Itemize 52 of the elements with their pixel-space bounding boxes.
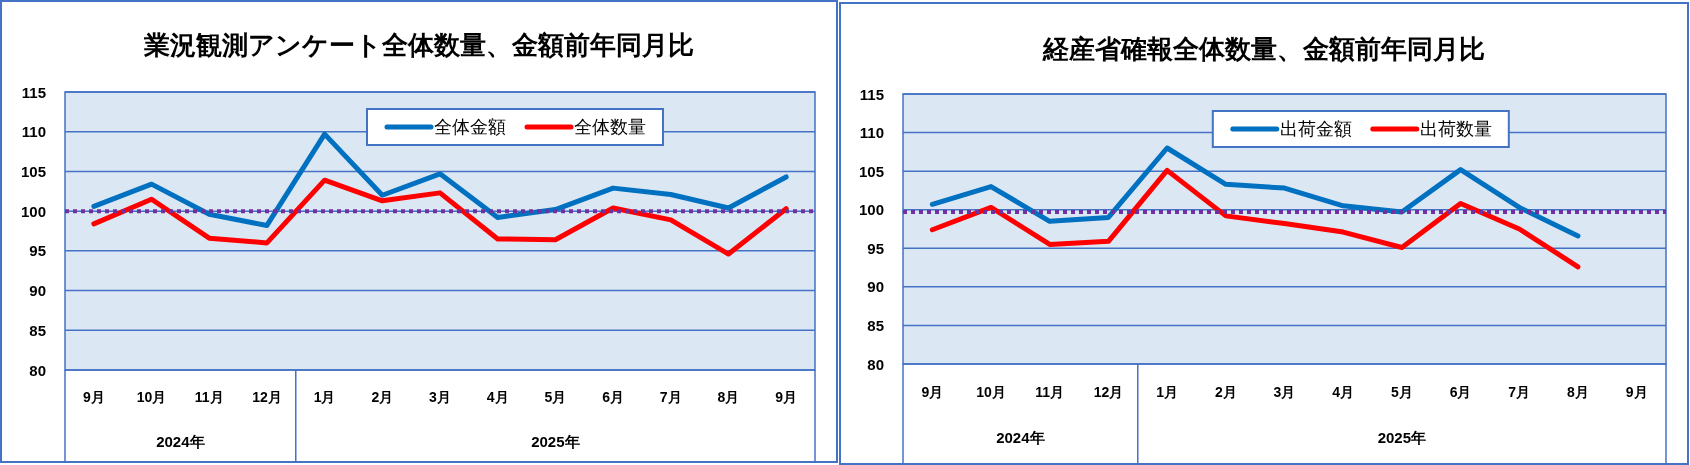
xtick: 4月 (486, 389, 509, 405)
group-label: 2025年 (531, 432, 580, 450)
xtick: 1月 (313, 389, 336, 405)
title: 経産省確報全体数量、金額前年同月比 (1043, 34, 1485, 64)
title: 業況観測アンケート全体数量、金額前年同月比 (144, 30, 694, 60)
ytick: 110 (21, 123, 46, 141)
ytick: 80 (29, 361, 46, 379)
ytick: 100 (20, 202, 46, 220)
xtick: 9月 (1625, 384, 1648, 400)
legend-label: 出荷数量 (1419, 119, 1492, 139)
xtick: 8月 (717, 389, 740, 405)
legend-label: 出荷金額 (1279, 119, 1352, 139)
legend-label: 全体数量 (574, 117, 646, 137)
ytick: 105 (20, 162, 46, 180)
xtick: 6月 (1449, 384, 1472, 400)
xtick: 7月 (659, 389, 682, 405)
ytick: 115 (21, 83, 46, 101)
xtick: 6月 (602, 389, 624, 405)
xtick: 9月 (82, 389, 105, 405)
ytick: 90 (29, 282, 46, 300)
ytick: 85 (29, 321, 46, 339)
xtick: 2月 (371, 389, 394, 405)
xtick: 10月 (136, 389, 167, 405)
xtick: 8月 (1567, 384, 1589, 400)
ytick: 115 (859, 85, 884, 103)
ytick: 110 (859, 124, 884, 142)
group-label: 2024年 (996, 428, 1045, 446)
ytick: 95 (867, 239, 884, 257)
group-label: 2024年 (156, 432, 205, 450)
xtick: 3月 (429, 389, 451, 405)
xtick: 11月 (194, 389, 224, 405)
xtick: 5月 (544, 389, 567, 405)
xtick: 2月 (1214, 384, 1237, 400)
ytick: 80 (867, 355, 884, 373)
ytick: 85 (867, 316, 884, 334)
xtick: 12月 (1093, 384, 1124, 400)
ytick: 90 (867, 278, 884, 296)
xtick: 5月 (1391, 384, 1413, 400)
xtick: 9月 (921, 384, 944, 400)
xtick: 4月 (1332, 384, 1355, 400)
xtick: 11月 (1035, 384, 1065, 400)
xtick: 9月 (775, 389, 798, 405)
ytick: 105 (858, 162, 884, 180)
xtick: 1月 (1156, 384, 1178, 400)
legend-label: 全体金額 (434, 117, 506, 137)
ytick: 95 (29, 242, 46, 260)
xtick: 3月 (1273, 384, 1296, 400)
xtick: 10月 (976, 384, 1006, 400)
group-label: 2025年 (1377, 428, 1427, 446)
xtick: 7月 (1508, 384, 1531, 400)
xtick: 12月 (252, 389, 282, 405)
ytick: 100 (858, 201, 884, 219)
